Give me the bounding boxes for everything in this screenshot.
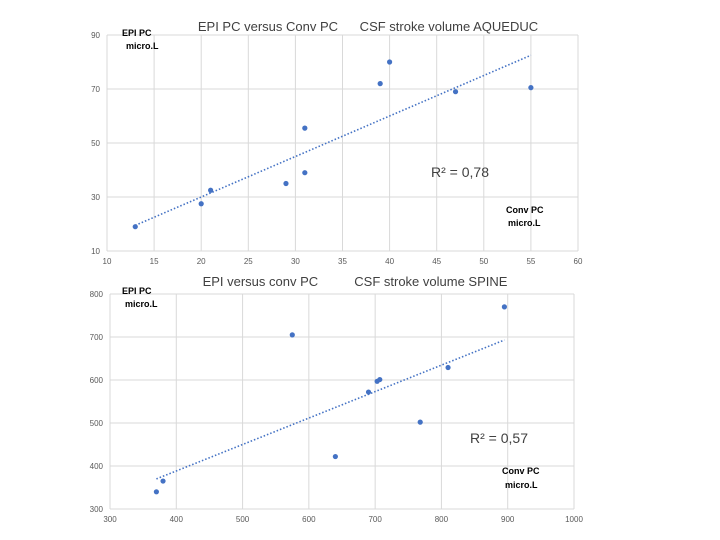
chart-spine-tick-labels: 300 400 500 600 700 800 900 1000 300 400 500 600 700… [90,290,584,524]
chart-aqueduc-data-point [198,201,204,207]
chart-spine-data-point [289,332,295,338]
chart-aqueduc-y-tick-label: 50 [91,139,100,148]
chart-aqueduc-x-tick-label: 20 [197,257,206,266]
chart-aqueduc-title: EPI PC versus Conv PC CSF stroke volume … [198,19,538,34]
chart-spine-r-squared: R² = 0,57 [470,430,528,446]
chart-spine-y-tick-label: 800 [90,290,104,299]
chart-aqueduc-x-tick-label: 25 [244,257,253,266]
chart-aqueduc-y-label-line2: micro.L [126,41,159,51]
chart-aqueduc-y-tick-label: 90 [91,31,100,40]
chart-spine-data-point [153,489,159,495]
chart-aqueduc-data-point [283,180,289,187]
chart-spine-y-tick-label: 500 [90,419,104,428]
chart-aqueduc-data-point [377,81,383,87]
chart-aqueduc-x-tick-label: 15 [150,257,159,266]
chart-aqueduc-x-tick-label: 50 [479,257,488,266]
chart-spine-y-tick-label: 700 [90,333,104,342]
chart-aqueduc: 10 15 20 25 30 35 40 45 50 55 60 10 30 50 70 90 EPI PC … [91,19,583,266]
chart-spine-trendline [156,339,505,480]
chart-aqueduc-x-tick-label: 10 [103,257,112,266]
chart-spine-points [153,304,507,495]
chart-spine-data-point [160,478,166,484]
chart-aqueduc-r-squared: R² = 0,78 [431,164,489,180]
chart-aqueduc-y-tick-label: 30 [91,193,100,202]
chart-aqueduc-x-tick-label: 30 [291,257,300,266]
chart-spine-x-tick-label: 1000 [565,515,583,524]
chart-aqueduc-y-tick-label: 70 [91,85,100,94]
chart-aqueduc-gridlines [106,34,579,252]
chart-spine-data-point [445,364,451,371]
chart-spine-x-tick-label: 800 [435,515,449,524]
chart-aqueduc-trendline [134,54,532,227]
chart-aqueduc-x-tick-label: 45 [432,257,441,266]
chart-spine-x-label-line1: Conv PC [502,466,540,476]
chart-spine-gridlines [109,293,575,510]
chart-spine-x-tick-label: 900 [501,515,515,524]
chart-aqueduc-data-point [302,125,308,131]
chart-aqueduc-tick-labels: 10 15 20 25 30 35 40 45 50 55 60 10 30 50 70 90 [91,31,583,266]
chart-spine-x-label-line2: micro.L [505,480,538,490]
chart-spine-y-tick-label: 600 [90,376,104,385]
chart-aqueduc-data-point [452,89,459,95]
chart-aqueduc-points [132,59,534,230]
chart-spine-data-point [501,304,507,310]
chart-aqueduc-x-label-line1: Conv PC [506,205,544,215]
chart-spine-x-tick-label: 400 [170,515,184,524]
chart-spine: 300 400 500 600 700 800 900 1000 300 400 500 600 700… [90,274,584,524]
chart-spine-data-point [332,453,338,460]
chart-aqueduc-x-tick-label: 40 [385,257,394,266]
chart-aqueduc-x-tick-label: 60 [574,257,583,266]
chart-spine-y-label-line2: micro.L [125,299,158,309]
chart-aqueduc-data-point [208,187,214,193]
chart-spine-x-tick-label: 600 [302,515,316,524]
chart-spine-x-tick-label: 700 [368,515,382,524]
chart-spine-title: EPI versus conv PC CSF stroke volume SPI… [203,274,508,289]
chart-spine-data-point [377,376,383,383]
chart-aqueduc-x-label-line2: micro.L [508,218,541,228]
chart-spine-x-tick-label: 500 [236,515,250,524]
chart-aqueduc-data-point [302,170,308,176]
chart-aqueduc-x-tick-label: 55 [526,257,535,266]
chart-aqueduc-data-point [132,224,138,230]
chart-spine-data-point [365,389,372,395]
chart-spine-y-tick-label: 300 [90,505,104,514]
chart-spine-y-tick-label: 400 [90,462,104,471]
chart-aqueduc-x-tick-label: 35 [338,257,347,266]
chart-spine-y-label-line1: EPI PC [122,286,152,296]
chart-aqueduc-data-point [528,85,534,91]
chart-spine-x-tick-label: 300 [103,515,117,524]
chart-spine-data-point [417,419,423,425]
chart-aqueduc-data-point [387,59,393,65]
chart-aqueduc-y-label-line1: EPI PC [122,28,152,38]
chart-aqueduc-y-tick-label: 10 [91,247,100,256]
